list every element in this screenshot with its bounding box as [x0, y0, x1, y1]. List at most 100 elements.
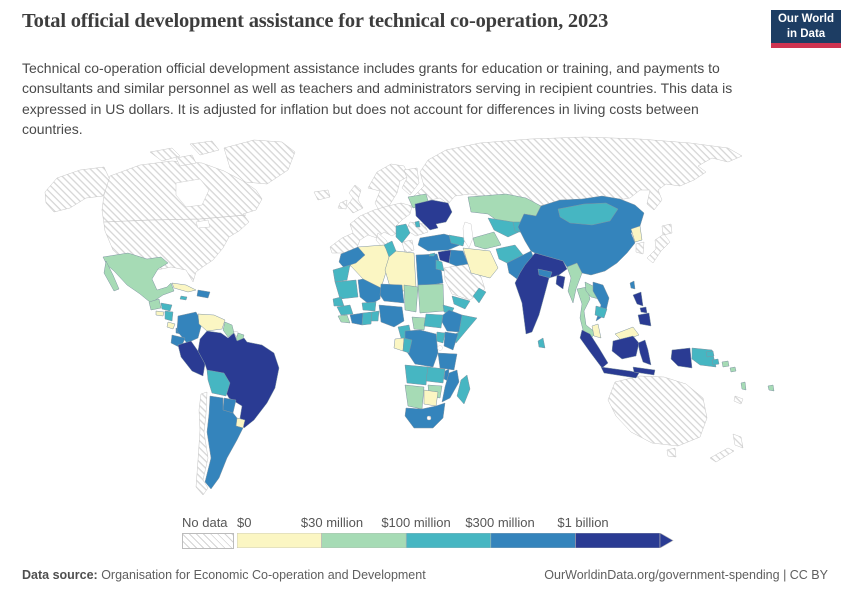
map-region-chile[interactable] — [195, 391, 209, 496]
map-region-chad[interactable] — [403, 284, 419, 313]
map-region-sudan[interactable] — [417, 283, 445, 314]
map-region-finland[interactable] — [401, 167, 420, 196]
map-region-india[interactable] — [514, 252, 568, 335]
map-region-jordan-israel[interactable] — [435, 259, 445, 272]
map-region-mongolia[interactable] — [557, 202, 619, 226]
map-region-nigeria[interactable] — [378, 304, 405, 328]
map-region-colombia[interactable] — [176, 311, 203, 344]
map-region-malaysia-peninsula[interactable] — [591, 323, 602, 339]
map-region-angola[interactable] — [404, 364, 429, 386]
map-region-nicaragua[interactable] — [164, 310, 174, 322]
map-region-ireland[interactable] — [337, 199, 348, 210]
map-region-indonesia-papua[interactable] — [670, 347, 693, 369]
map-region-cuba[interactable] — [171, 282, 197, 293]
map-region-indonesia-sumatra[interactable] — [579, 329, 609, 369]
map-region-moldova[interactable] — [414, 220, 421, 228]
map-region-solomon-islands[interactable] — [721, 360, 730, 368]
map-region-greenland[interactable] — [223, 139, 296, 185]
map-region-png-islands[interactable] — [711, 358, 720, 366]
map-region-philippines[interactable] — [637, 312, 652, 327]
map-region-lesotho[interactable] — [426, 415, 432, 421]
map-region-egypt[interactable] — [415, 253, 444, 288]
map-region-north-korea[interactable] — [630, 225, 643, 243]
map-region-new-zealand[interactable] — [709, 447, 735, 463]
map-region-new-zealand[interactable] — [732, 433, 744, 449]
map-region-iraq[interactable] — [448, 249, 469, 267]
map-region-gabon[interactable] — [393, 337, 405, 352]
map-region-guyana[interactable] — [222, 321, 235, 338]
map-region-sierra-leone[interactable] — [337, 314, 351, 324]
map-region-mexico-baja[interactable] — [103, 260, 120, 292]
map-region-guatemala[interactable] — [148, 298, 162, 311]
map-region-indonesia-sulawesi[interactable] — [637, 339, 652, 366]
map-region-turkmenistan[interactable] — [472, 231, 502, 250]
map-region-turkey[interactable] — [417, 233, 461, 252]
map-region-costa-rica[interactable] — [166, 321, 176, 330]
map-region-bangladesh[interactable] — [555, 274, 566, 290]
map-region-alaska[interactable] — [44, 166, 111, 213]
map-region-peru[interactable] — [177, 340, 206, 377]
map-region-honduras[interactable] — [160, 302, 173, 312]
map-region-central-african-republic[interactable] — [411, 316, 427, 331]
map-region-south-korea[interactable] — [635, 241, 645, 255]
map-region-uzbekistan[interactable] — [487, 217, 522, 238]
map-region-western-europe[interactable] — [329, 202, 413, 254]
map-region-kenya[interactable] — [443, 331, 459, 351]
map-region-yemen[interactable] — [451, 295, 471, 310]
map-region-ghana[interactable] — [361, 311, 373, 326]
map-region-somalia[interactable] — [454, 314, 478, 344]
map-region-togo-benin[interactable] — [370, 310, 380, 322]
map-region-oman[interactable] — [472, 287, 487, 304]
map-region-malaysia-borneo[interactable] — [614, 326, 640, 342]
map-region-mali[interactable] — [357, 278, 382, 306]
map-region-south-sudan[interactable] — [423, 313, 444, 329]
map-region-taiwan[interactable] — [629, 280, 636, 290]
map-region-mexico[interactable] — [102, 252, 175, 304]
map-region-cambodia[interactable] — [594, 305, 608, 319]
map-region-greece[interactable] — [401, 239, 415, 254]
map-region-vanuatu[interactable] — [740, 381, 747, 391]
legend-no-data-swatch[interactable] — [182, 533, 234, 549]
map-region-philippines[interactable] — [632, 291, 644, 307]
map-region-japan-hokkaido[interactable] — [661, 223, 673, 236]
map-region-south-africa[interactable] — [404, 402, 446, 429]
map-region-australia[interactable] — [607, 375, 708, 447]
map-region-iran[interactable] — [462, 247, 499, 279]
map-region-nepal[interactable] — [537, 268, 553, 279]
map-region-madagascar[interactable] — [456, 374, 471, 405]
map-region-uganda[interactable] — [435, 331, 446, 344]
map-region-zambia[interactable] — [425, 366, 446, 384]
map-region-japan[interactable] — [646, 233, 671, 264]
map-region-congo[interactable] — [402, 337, 413, 354]
map-region-hispaniola[interactable] — [196, 289, 211, 299]
map-region-philippines[interactable] — [639, 306, 648, 314]
map-region-arctic-island[interactable] — [175, 154, 197, 167]
map-region-tasmania[interactable] — [666, 447, 677, 458]
credit-link[interactable]: OurWorldinData.org/government-spending |… — [544, 568, 828, 582]
map-region-new-caledonia[interactable] — [733, 395, 744, 405]
map-region-myanmar[interactable] — [566, 262, 583, 304]
map-region-png-islands[interactable] — [705, 350, 715, 358]
map-region-fiji[interactable] — [767, 384, 775, 392]
map-region-russia[interactable] — [413, 136, 743, 211]
map-region-guinea[interactable] — [336, 304, 354, 316]
map-region-ivory-coast[interactable] — [349, 312, 364, 326]
map-region-burkina-faso[interactable] — [361, 301, 377, 312]
map-region-sri-lanka[interactable] — [537, 337, 546, 349]
map-region-jamaica[interactable] — [179, 295, 188, 301]
owid-logo[interactable]: Our World in Data — [771, 10, 841, 48]
map-region-argentina[interactable] — [204, 395, 244, 490]
map-region-cyprus[interactable] — [428, 252, 436, 257]
map-region-balkans[interactable] — [395, 223, 411, 244]
map-region-caucasus[interactable] — [448, 234, 466, 247]
map-region-indonesia-lesser-sunda[interactable] — [632, 366, 656, 376]
map-region-western-sahara[interactable] — [332, 264, 351, 283]
map-region-ukraine[interactable] — [414, 199, 453, 231]
map-region-mozambique[interactable] — [441, 369, 460, 403]
map-region-arctic-island[interactable] — [149, 147, 181, 162]
map-region-scandinavia[interactable] — [367, 163, 410, 215]
map-region-namibia[interactable] — [404, 384, 425, 410]
map-region-indonesia-java[interactable] — [600, 366, 640, 379]
map-region-solomon-islands[interactable] — [729, 366, 737, 373]
